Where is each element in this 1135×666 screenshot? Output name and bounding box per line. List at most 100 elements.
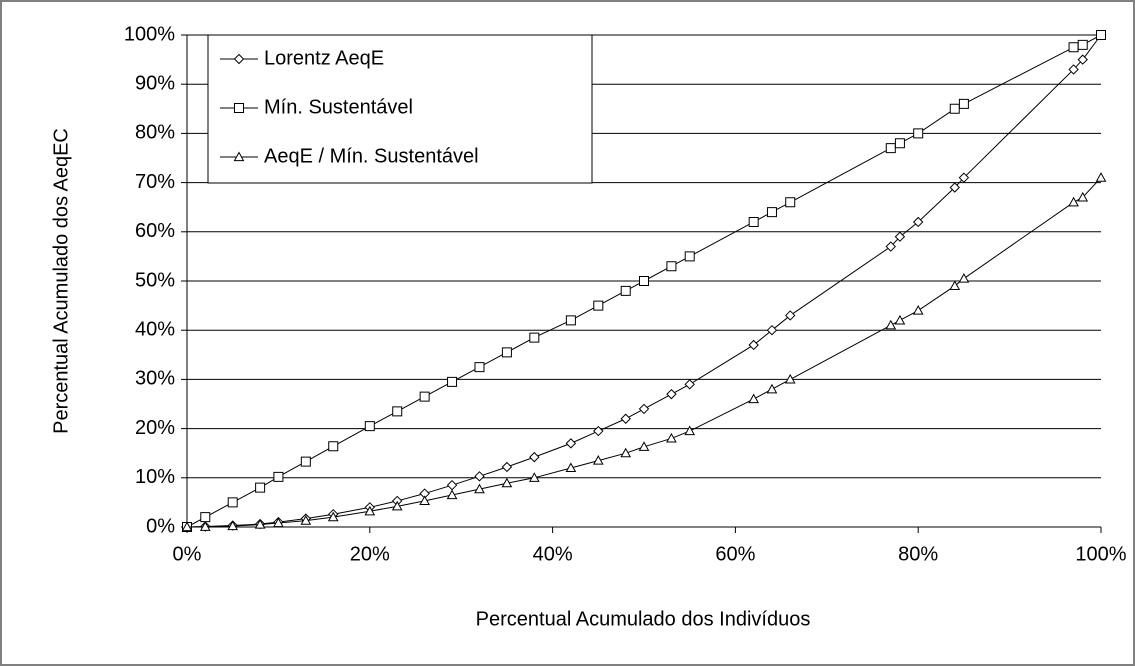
marker [528, 472, 540, 482]
marker [958, 98, 969, 109]
marker [666, 432, 677, 443]
marker [912, 216, 924, 228]
marker [255, 482, 266, 493]
marker [200, 512, 211, 523]
marker [1095, 172, 1107, 182]
marker [912, 304, 924, 315]
y-tick-label: 90% [135, 72, 175, 94]
marker [392, 406, 403, 417]
marker [565, 462, 577, 473]
marker [1068, 64, 1079, 75]
marker [273, 517, 284, 528]
marker [419, 495, 430, 506]
y-tick-label: 100% [124, 23, 175, 45]
marker [958, 273, 970, 283]
marker [300, 515, 312, 525]
marker [391, 500, 403, 511]
marker [766, 383, 778, 394]
y-tick-label: 50% [135, 269, 175, 291]
marker [233, 53, 245, 65]
legend-label: AeqE / Mín. Sustentável [264, 145, 479, 167]
marker [894, 138, 905, 149]
marker [446, 489, 458, 500]
marker [894, 231, 906, 242]
marker [1068, 42, 1079, 53]
marker [620, 447, 632, 458]
marker [785, 310, 796, 321]
legend-label: Mín. Sustentável [264, 96, 413, 118]
x-tick-label: 20% [350, 543, 390, 565]
marker [748, 339, 759, 351]
marker [328, 441, 339, 452]
y-tick-label: 70% [135, 171, 175, 193]
marker [766, 207, 777, 218]
marker [748, 393, 760, 404]
marker [234, 103, 244, 113]
marker [199, 521, 211, 531]
y-tick-label: 30% [135, 368, 175, 390]
marker [638, 403, 650, 415]
y-tick-label: 0% [146, 515, 175, 537]
marker [273, 471, 284, 482]
x-tick-label: 60% [715, 543, 755, 565]
marker [227, 497, 238, 508]
marker [666, 388, 677, 400]
marker [894, 314, 906, 325]
marker [565, 438, 577, 449]
marker [1077, 191, 1089, 202]
x-axis-title: Percentual Acumulado dos Indivíduos [476, 608, 811, 630]
y-tick-label: 40% [135, 318, 175, 340]
marker [684, 251, 695, 262]
marker [419, 391, 430, 402]
marker [1077, 54, 1088, 65]
y-axis-title: Percentual Acumulado dos AeqEC [50, 128, 72, 434]
marker [474, 483, 485, 494]
marker [766, 324, 778, 336]
x-tick-label: 80% [898, 543, 938, 565]
x-tick-label: 40% [533, 543, 573, 565]
y-tick-label: 60% [135, 220, 175, 242]
marker [254, 519, 266, 529]
marker [620, 413, 631, 424]
marker [593, 425, 604, 437]
marker [474, 471, 485, 482]
marker [529, 451, 540, 463]
marker [885, 319, 897, 330]
marker [949, 182, 960, 193]
marker [684, 425, 696, 436]
x-tick-label: 0% [173, 543, 202, 565]
marker [666, 261, 677, 272]
marker [181, 521, 193, 532]
marker [748, 216, 759, 227]
marker [501, 461, 513, 473]
marker [529, 332, 540, 343]
marker [784, 373, 796, 384]
marker [592, 455, 604, 465]
marker [949, 103, 960, 114]
marker [949, 280, 961, 291]
marker [565, 315, 576, 326]
marker [474, 362, 485, 373]
marker [364, 505, 376, 516]
marker [913, 128, 924, 139]
marker [1077, 39, 1088, 50]
marker [227, 520, 239, 531]
marker [364, 421, 375, 432]
x-tick-label: 100% [1075, 543, 1126, 565]
marker [593, 300, 604, 311]
marker [684, 379, 695, 390]
y-tick-label: 10% [135, 466, 175, 488]
marker [638, 441, 650, 451]
marker [785, 197, 796, 208]
marker [300, 456, 311, 467]
marker [233, 151, 245, 162]
marker [885, 143, 896, 154]
marker [958, 172, 970, 183]
marker [327, 511, 339, 522]
legend-box [207, 34, 593, 184]
legend: Lorentz AeqE Mín. Sustentável AeqE / Mín. … [207, 34, 593, 184]
marker [1068, 196, 1079, 207]
y-tick-label: 80% [135, 122, 175, 144]
y-tick-label: 20% [135, 417, 175, 439]
